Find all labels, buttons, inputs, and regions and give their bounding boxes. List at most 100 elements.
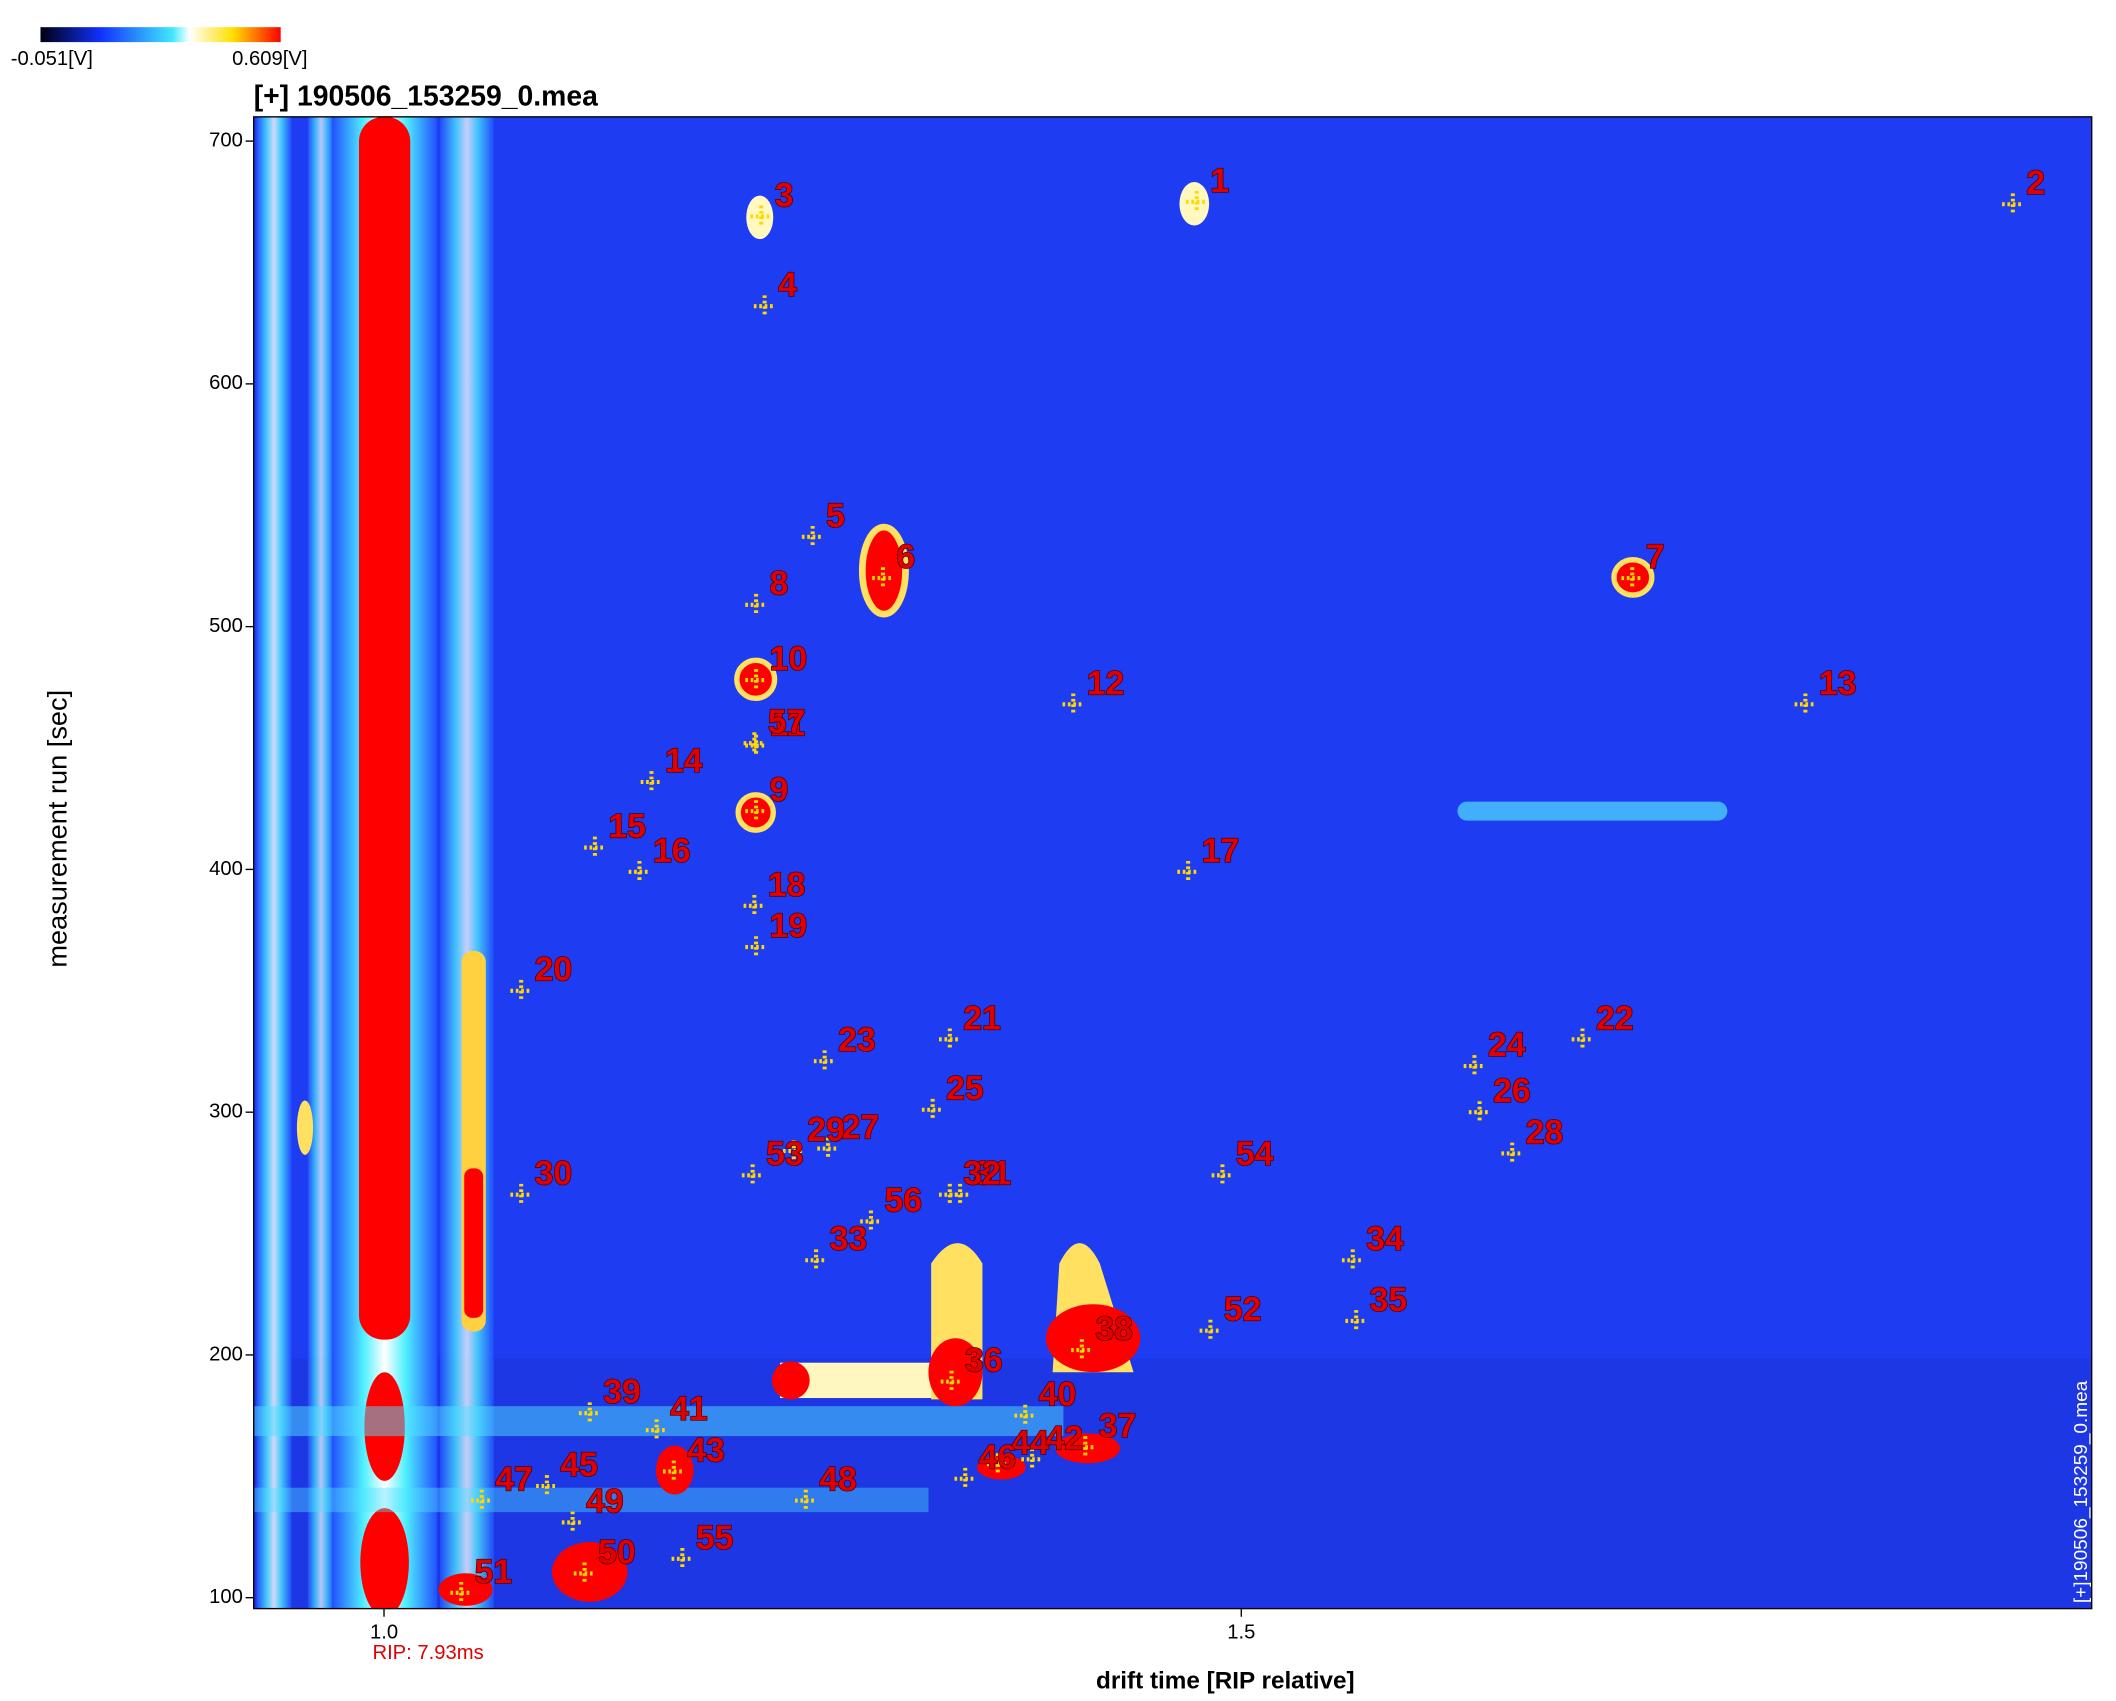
peak-label: 7: [1646, 538, 1665, 576]
peak-label: 48: [819, 1460, 857, 1498]
peak-label: 16: [653, 832, 691, 870]
peak-marker: [745, 936, 767, 958]
peak-marker: [782, 1140, 805, 1162]
peak-label: 51: [475, 1553, 513, 1591]
y-tick-label: 600: [209, 372, 243, 394]
peak-marker: [628, 860, 651, 883]
peak-label: 6: [896, 538, 915, 576]
peak-marker: [1468, 1101, 1491, 1124]
peak-marker: [1071, 1339, 1093, 1361]
peak-marker: [470, 1489, 493, 1512]
peak-label: 52: [1224, 1290, 1262, 1328]
peak-marker: [1341, 1249, 1364, 1272]
peak-marker: [1211, 1164, 1234, 1187]
peak-marker: [578, 1402, 601, 1425]
peak-marker: [671, 1547, 694, 1570]
peak-label: 38: [1095, 1310, 1133, 1348]
peak-marker: [1501, 1142, 1523, 1165]
peak-marker: [1074, 1436, 1097, 1459]
y-tick-label: 200: [209, 1343, 243, 1365]
peak-marker: [662, 1460, 685, 1483]
side-note: [+]190506_153259_0.mea: [2071, 1380, 2092, 1603]
y-tick-label: 500: [209, 615, 243, 637]
peak-marker: [645, 1419, 668, 1442]
peak-label: 33: [830, 1220, 868, 1258]
peak-marker: [745, 593, 767, 616]
peak-marker: [1021, 1448, 1043, 1471]
peak-label: 9: [770, 771, 789, 809]
peak-marker: [2002, 193, 2024, 216]
peak-label: 57: [768, 703, 806, 741]
peak-label: 39: [603, 1373, 641, 1411]
colorbar-max: 0.609[V]: [232, 48, 307, 70]
peak-marker: [813, 1050, 836, 1073]
peak-marker: [1621, 567, 1644, 589]
peak-label: 41: [670, 1390, 708, 1428]
peak-marker: [872, 567, 894, 589]
peak-label: 56: [884, 1181, 922, 1219]
peak-label: 49: [586, 1482, 624, 1520]
peak-marker: [743, 894, 766, 917]
peak-marker: [805, 1249, 827, 1272]
peak-label: 12: [1087, 664, 1125, 702]
peak-marker: [536, 1475, 558, 1497]
peak-label: 23: [838, 1021, 876, 1059]
peak-marker: [584, 836, 606, 859]
peak-marker: [1345, 1310, 1367, 1332]
peak-label: 45: [560, 1446, 598, 1484]
peak-marker: [940, 1370, 963, 1393]
peak-label: 47: [495, 1460, 533, 1498]
x-axis-label: drift time [RIP relative]: [1096, 1667, 1355, 1694]
peak-label: 26: [1493, 1072, 1531, 1110]
peak-marker: [741, 1164, 764, 1187]
peak-label: 3: [775, 176, 794, 214]
peak-marker: [1014, 1404, 1037, 1427]
peak-marker: [573, 1562, 596, 1585]
peak-label: 5: [826, 497, 845, 535]
y-axis-label: measurement run [sec]: [42, 690, 73, 968]
peak-marker: [510, 1183, 532, 1206]
rip-annotation: RIP: 7.93ms: [372, 1642, 483, 1664]
colorbar-min: -0.051[V]: [11, 48, 93, 70]
peak-label: 55: [696, 1519, 734, 1557]
peak-label: 19: [770, 907, 808, 945]
peak-marker: [510, 979, 532, 1002]
peak-label: 53: [766, 1135, 804, 1173]
peak-marker: [450, 1581, 472, 1604]
peak-label: 50: [598, 1533, 636, 1571]
y-tick-label: 300: [209, 1100, 243, 1122]
peak-marker: [1794, 693, 1817, 716]
peak-label: 1: [1210, 162, 1229, 200]
x-tick-label: 1.5: [1227, 1621, 1255, 1643]
peak-marker: [640, 771, 663, 793]
peak-marker: [987, 1453, 1009, 1476]
peak-marker: [921, 1098, 944, 1121]
peak-marker: [1185, 190, 1208, 213]
peak-label: 54: [1236, 1135, 1274, 1173]
peak-label: 15: [608, 807, 646, 845]
peak-marker: [1177, 860, 1199, 883]
peak-label: 18: [768, 866, 806, 904]
peak-label: 31: [974, 1155, 1012, 1193]
peak-label: 2: [2026, 164, 2045, 202]
y-tick-label: 400: [209, 858, 243, 880]
peak-label: 42: [1046, 1419, 1084, 1457]
peak-marker: [860, 1210, 882, 1233]
peak-marker: [1062, 693, 1085, 716]
peak-label: 29: [807, 1111, 845, 1149]
chart-title: [+] 190506_153259_0.mea: [254, 80, 598, 112]
peak-label: 37: [1099, 1407, 1137, 1445]
peak-label: 32: [963, 1155, 1001, 1193]
peak-label: 25: [946, 1070, 984, 1108]
peak-label: 27: [842, 1108, 880, 1146]
peak-label: 11: [770, 705, 806, 743]
peak-label: 35: [1370, 1281, 1408, 1319]
peak-label: 17: [1202, 832, 1240, 870]
peak-label: 10: [770, 640, 808, 678]
peak-label: 20: [535, 951, 573, 989]
colorbar: [40, 27, 281, 43]
peak-marker: [949, 1183, 971, 1206]
peak-marker: [954, 1467, 977, 1490]
